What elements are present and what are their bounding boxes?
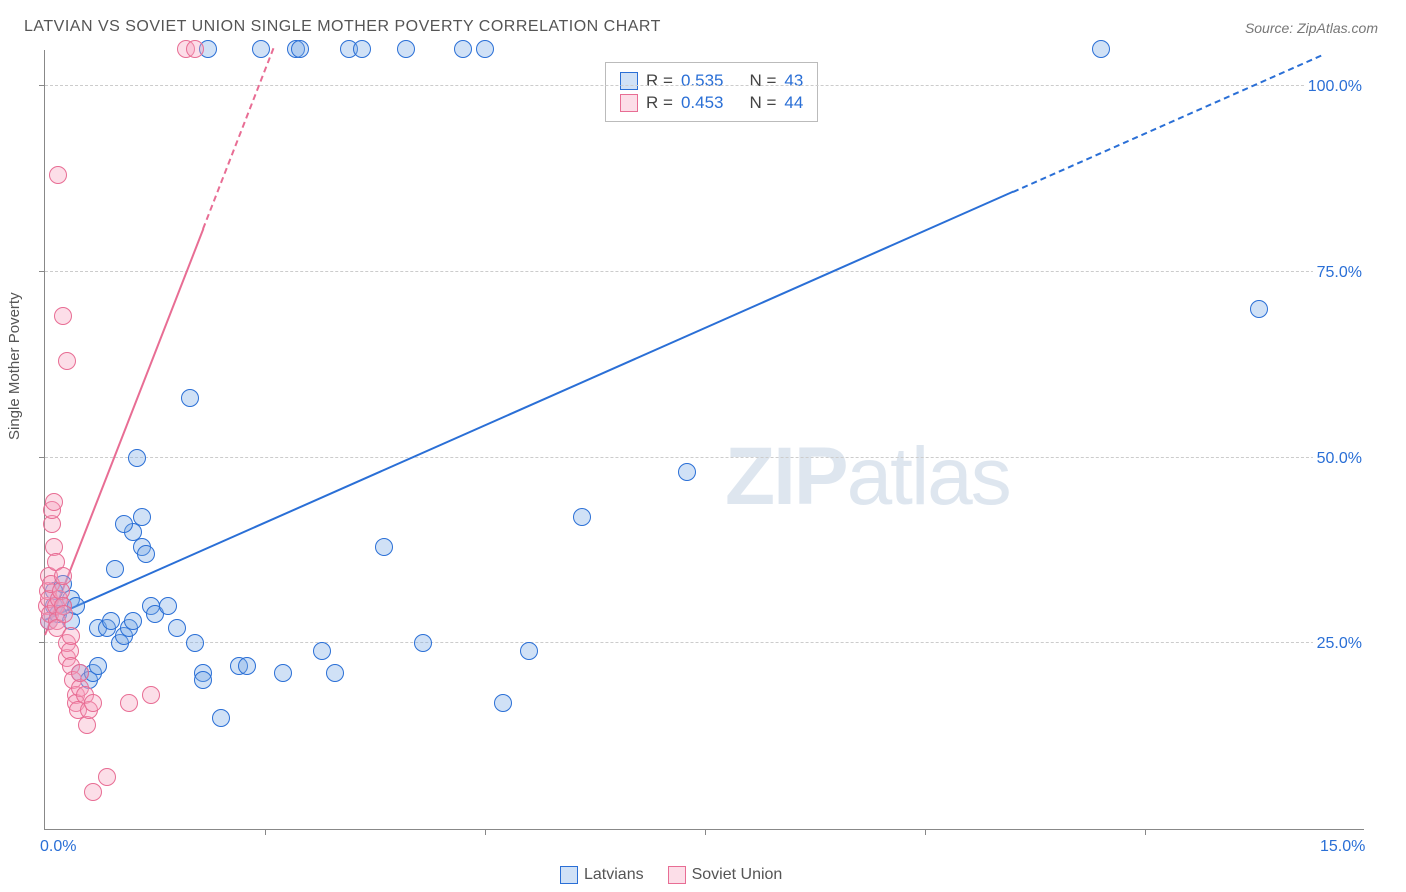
data-point [62,627,80,645]
data-point [186,634,204,652]
data-point [124,612,142,630]
data-point [1250,300,1268,318]
legend-row: R = 0.535 N = 43 [620,71,803,91]
legend-n-value: 43 [784,71,803,91]
legend-r-value: 0.535 [681,71,724,91]
trend-line [202,48,274,229]
legend-series-name: Soviet Union [692,866,783,883]
y-tick-mark [39,85,45,86]
legend-r-value: 0.453 [681,93,724,113]
data-point [313,642,331,660]
y-tick-label: 25.0% [1313,635,1366,653]
data-point [291,40,309,58]
data-point [128,449,146,467]
x-tick-mark [925,829,926,835]
data-point [353,40,371,58]
legend-n-label: N = [749,93,776,113]
data-point [573,508,591,526]
data-point [494,694,512,712]
y-tick-label: 50.0% [1313,450,1366,468]
watermark: ZIPatlas [725,430,1010,524]
data-point [159,597,177,615]
data-point [274,664,292,682]
x-max-label: 15.0% [1320,838,1365,856]
y-tick-mark [39,457,45,458]
data-point [168,619,186,637]
y-tick-mark [39,271,45,272]
legend-series-name: Latvians [584,866,644,883]
data-point [252,40,270,58]
trend-line [1013,55,1322,193]
x-tick-mark [485,829,486,835]
data-point [397,40,415,58]
watermark-bold: ZIP [725,431,847,522]
gridline-h [45,271,1364,272]
data-point [54,307,72,325]
x-tick-mark [265,829,266,835]
legend-swatch [560,866,578,884]
data-point [71,664,89,682]
chart-title: LATVIAN VS SOVIET UNION SINGLE MOTHER PO… [24,18,661,36]
data-point [89,657,107,675]
data-point [186,40,204,58]
legend-r-label: R = [646,71,673,91]
data-point [520,642,538,660]
data-point [375,538,393,556]
data-point [476,40,494,58]
legend-item: Latvians [560,866,644,884]
y-tick-mark [39,642,45,643]
data-point [326,664,344,682]
watermark-light: atlas [847,431,1010,522]
source-attribution: Source: ZipAtlas.com [1245,20,1378,36]
data-point [414,634,432,652]
gridline-h [45,642,1364,643]
data-point [58,352,76,370]
x-tick-mark [1145,829,1146,835]
gridline-h [45,85,1364,86]
gridline-h [45,457,1364,458]
data-point [45,493,63,511]
legend-swatch [620,72,638,90]
legend-r-label: R = [646,93,673,113]
legend-item: Soviet Union [668,866,783,884]
y-tick-label: 100.0% [1304,78,1366,96]
legend-swatch [620,94,638,112]
data-point [133,508,151,526]
legend-n-label: N = [749,71,776,91]
data-point [137,545,155,563]
data-point [454,40,472,58]
x-tick-mark [705,829,706,835]
y-axis-label: Single Mother Poverty [6,292,23,440]
data-point [181,389,199,407]
data-point [238,657,256,675]
data-point [142,686,160,704]
plot-area: ZIPatlas R = 0.535 N = 43 R = 0.453 N = 44 25.0… [44,50,1364,830]
series-legend: Latvians Soviet Union [560,866,782,884]
data-point [98,768,116,786]
data-point [120,694,138,712]
legend-row: R = 0.453 N = 44 [620,93,803,113]
data-point [212,709,230,727]
data-point [194,671,212,689]
data-point [84,783,102,801]
y-tick-label: 75.0% [1313,264,1366,282]
legend-n-value: 44 [784,93,803,113]
data-point [84,694,102,712]
data-point [55,605,73,623]
x-origin-label: 0.0% [40,838,76,856]
data-point [678,463,696,481]
data-point [102,612,120,630]
correlation-legend: R = 0.535 N = 43 R = 0.453 N = 44 [605,62,818,122]
data-point [54,567,72,585]
data-point [49,166,67,184]
data-point [115,515,133,533]
legend-swatch [668,866,686,884]
data-point [1092,40,1110,58]
data-point [106,560,124,578]
